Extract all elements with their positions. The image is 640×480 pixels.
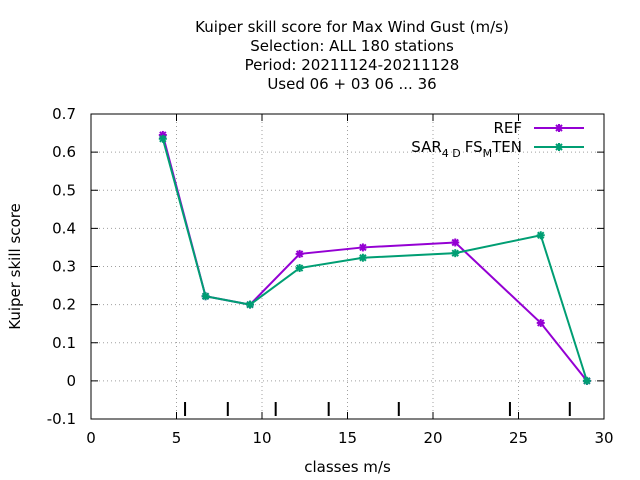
legend-label-sar: SAR4 D FSMTEN <box>411 138 522 160</box>
data-point-s1-4 <box>358 253 367 262</box>
marker-stroke <box>555 143 563 151</box>
y-tick-label: 0.1 <box>52 334 76 352</box>
legend-sar-ten: TEN <box>491 138 522 156</box>
marker-stroke <box>295 264 304 272</box>
legend-line-ref <box>534 124 584 132</box>
marker-stroke <box>583 377 591 385</box>
data-point-s1-2 <box>246 300 255 309</box>
data-point-s1-0 <box>158 134 167 143</box>
x-tick-label: 25 <box>509 429 528 447</box>
legend-marker <box>555 143 563 151</box>
y-tick-label: 0.3 <box>52 258 76 276</box>
x-tick-label: 20 <box>423 429 442 447</box>
data-point-s0-6 <box>536 318 545 327</box>
data-point-s1-1 <box>201 292 210 301</box>
series-line-1 <box>161 138 588 382</box>
marker-stroke <box>451 249 459 257</box>
marker-stroke <box>537 319 545 327</box>
marker-stroke <box>451 238 459 247</box>
data-point-s1-6 <box>536 231 545 240</box>
x-tick-label: 30 <box>594 429 613 447</box>
legend-sar-fs: FS <box>465 138 483 156</box>
x-axis-label: classes m/s <box>304 458 391 476</box>
legend: REF SAR4 D FSMTEN <box>411 119 584 160</box>
x-tick-label: 15 <box>338 429 357 447</box>
series-lines <box>158 130 591 385</box>
legend-sar-sub2: M <box>483 147 493 160</box>
data-point-s0-5 <box>451 238 460 247</box>
y-tick-label: 0.6 <box>52 143 76 161</box>
legend-line-sar <box>534 143 584 151</box>
grid-lines <box>91 114 604 419</box>
marker-stroke <box>537 231 545 239</box>
y-tick-label: 0 <box>66 372 76 390</box>
marker-stroke <box>201 292 210 300</box>
marker-stroke <box>246 300 254 309</box>
legend-sar-sub1: 4 D <box>442 147 461 160</box>
legend-label-ref: REF <box>493 119 522 137</box>
legend-marker <box>555 124 563 132</box>
y-tick-label: 0.4 <box>52 219 76 237</box>
y-tick-label: 0.2 <box>52 296 76 314</box>
x-tick-label: 0 <box>86 429 96 447</box>
chart-title: Kuiper skill score for Max Wind Gust (m/… <box>195 18 509 93</box>
data-point-s0-3 <box>295 249 304 258</box>
marker-stroke <box>555 124 563 132</box>
marker-stroke <box>359 254 367 262</box>
marker-stroke <box>359 243 367 252</box>
y-axis-label: Kuiper skill score <box>6 203 24 330</box>
y-tick-label: -0.1 <box>47 410 76 428</box>
chart-title-line-1: Selection: ALL 180 stations <box>250 37 454 55</box>
data-point-s1-5 <box>451 249 460 258</box>
legend-sar-main: SAR <box>411 138 441 156</box>
chart-title-line-2: Period: 20211124-20211128 <box>245 56 460 74</box>
chart-title-line-3: Used 06 + 03 06 ... 36 <box>267 75 436 93</box>
data-point-s1-7 <box>582 376 591 385</box>
x-tick-label: 10 <box>252 429 271 447</box>
chart-title-line-0: Kuiper skill score for Max Wind Gust (m/… <box>195 18 509 36</box>
y-tick-label: 0.5 <box>52 181 76 199</box>
data-point-s0-4 <box>358 243 367 252</box>
marker-stroke <box>159 135 167 143</box>
class-boundary-markers <box>184 402 571 416</box>
axis-ticks: 0 5 10 15 20 25 30 -0.1 0 0.1 0.2 0.3 0.4 0.5 0.6 0.7 <box>47 105 614 447</box>
data-point-s1-3 <box>295 264 304 273</box>
marker-stroke <box>295 250 304 258</box>
y-tick-label: 0.7 <box>52 105 76 123</box>
x-tick-label: 5 <box>172 429 182 447</box>
